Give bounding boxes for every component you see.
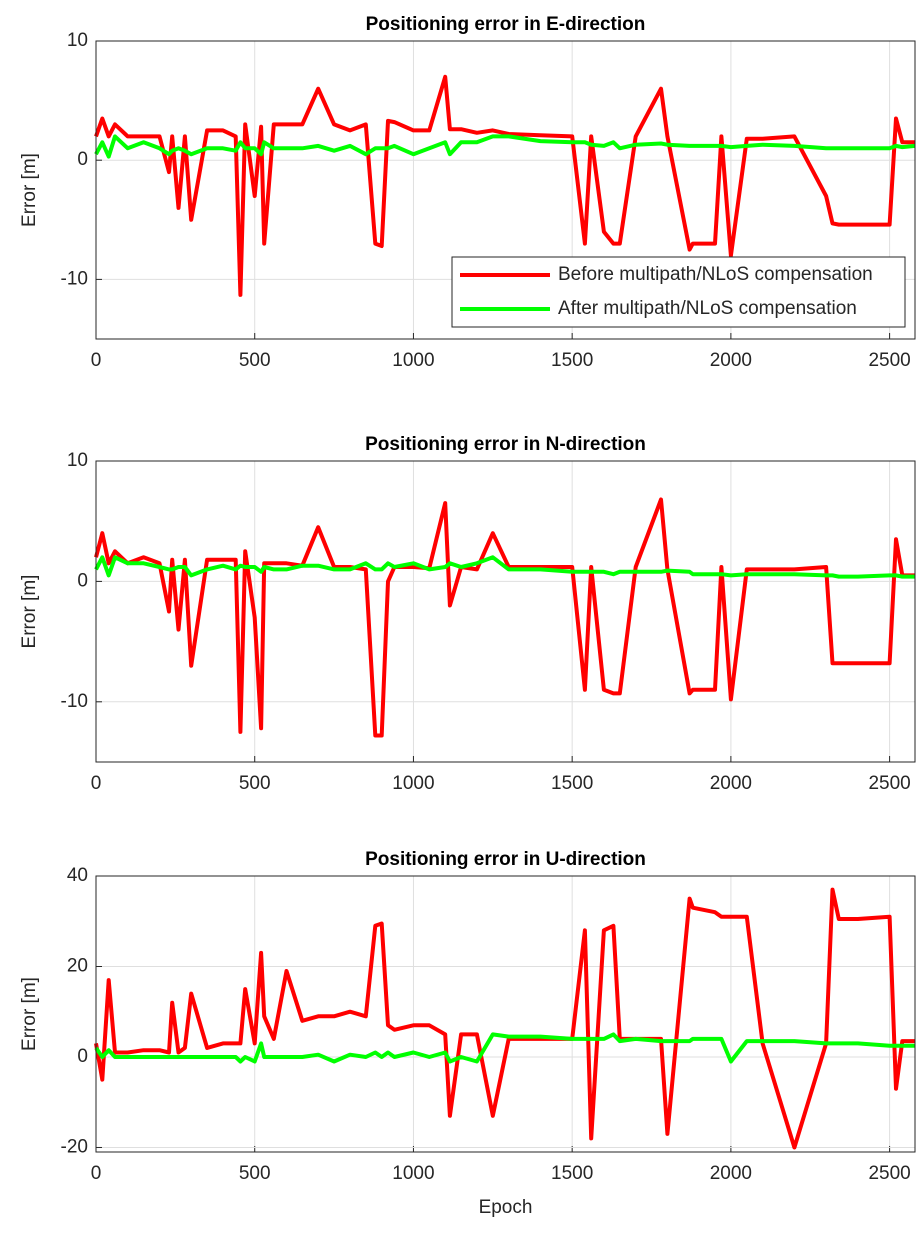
plot-area: [96, 876, 915, 1152]
x-tick-label: 2000: [710, 1163, 752, 1184]
x-tick-label: 0: [91, 1163, 102, 1184]
y-tick-label: 10: [67, 450, 88, 471]
x-tick-label: 1000: [392, 1163, 434, 1184]
y-tick-label: 40: [67, 865, 88, 886]
y-tick-label: -10: [61, 691, 88, 712]
x-tick-label: 1000: [392, 773, 434, 794]
chart-title: Positioning error in N-direction: [365, 434, 646, 455]
data-line: [94, 887, 915, 1150]
x-tick-label: 500: [239, 350, 271, 371]
data-line: [94, 134, 916, 159]
y-tick-label: -20: [61, 1136, 88, 1157]
y-tick-label: 10: [67, 30, 88, 51]
x-tick-label: 500: [239, 1163, 271, 1184]
x-tick-label: 1500: [551, 773, 593, 794]
legend-box: [451, 256, 906, 328]
chart-title: Positioning error in E-direction: [366, 14, 646, 35]
y-axis-label: Error [m]: [19, 153, 40, 227]
x-tick-label: 1500: [551, 350, 593, 371]
axes-box: [95, 875, 916, 1153]
data-line: [94, 1032, 915, 1064]
x-tick-label: 1500: [551, 1163, 593, 1184]
y-tick-label: 0: [77, 149, 88, 170]
x-tick-label: 2000: [710, 773, 752, 794]
x-tick-label: 2000: [710, 350, 752, 371]
x-tick-label: 0: [91, 350, 102, 371]
y-axis-label: Error [m]: [19, 575, 40, 649]
y-tick-label: 0: [77, 1046, 88, 1067]
x-tick-label: 0: [91, 773, 102, 794]
y-axis-label: Error [m]: [19, 977, 40, 1051]
chart-title: Positioning error in U-direction: [365, 849, 646, 870]
legend-label: After multipath/NLoS compensation: [558, 298, 857, 319]
x-axis-label: Epoch: [479, 1197, 533, 1218]
axes-box: [95, 460, 916, 763]
y-tick-label: -10: [61, 268, 88, 289]
data-line: [94, 555, 915, 579]
x-tick-label: 2500: [868, 773, 910, 794]
y-tick-label: 20: [67, 956, 88, 977]
x-tick-label: 1000: [392, 350, 434, 371]
legend-label: Before multipath/NLoS compensation: [558, 264, 873, 285]
plot-area: [96, 461, 915, 762]
x-tick-label: 500: [239, 773, 271, 794]
x-tick-label: 2500: [868, 1163, 910, 1184]
data-line: [94, 74, 915, 297]
x-tick-label: 2500: [868, 350, 910, 371]
axes-box: [95, 40, 916, 340]
y-tick-label: 0: [77, 570, 88, 591]
